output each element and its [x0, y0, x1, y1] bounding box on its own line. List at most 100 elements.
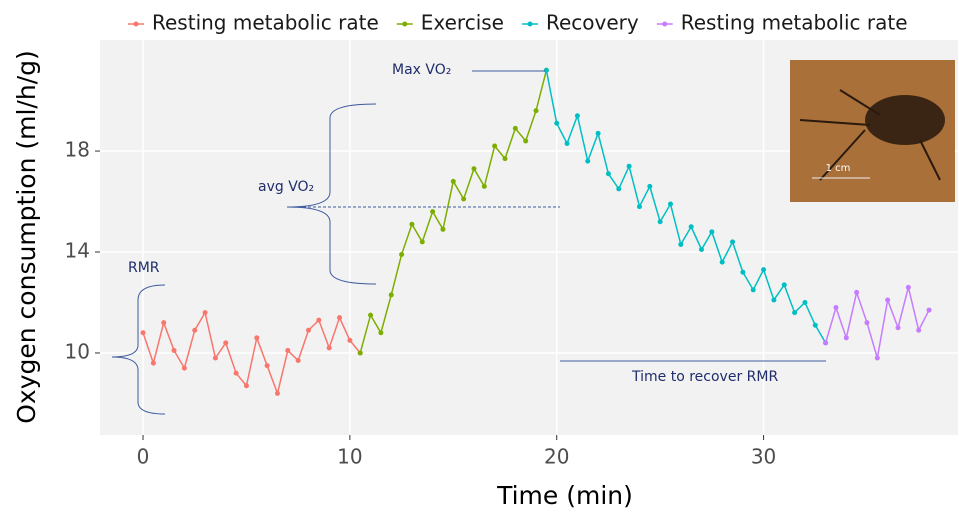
data-point	[285, 347, 291, 353]
data-point	[368, 312, 374, 318]
data-point	[181, 365, 187, 371]
data-point	[295, 358, 301, 364]
data-point	[150, 360, 156, 366]
data-point	[636, 204, 642, 210]
data-point	[699, 246, 705, 252]
data-point	[399, 252, 405, 258]
x-axis-title: Time (min)	[496, 481, 633, 510]
data-point	[792, 310, 798, 316]
data-point	[574, 113, 580, 119]
legend-label: Resting metabolic rate	[681, 11, 908, 35]
data-point	[388, 292, 394, 298]
data-point	[233, 370, 239, 376]
annotation: Time to recover RMR	[631, 369, 778, 385]
data-point	[171, 347, 177, 353]
y-tick-label: 14	[65, 239, 90, 263]
x-tick-label: 30	[751, 445, 776, 469]
x-tick-label: 20	[544, 445, 569, 469]
data-point	[243, 383, 249, 389]
data-point	[771, 297, 777, 303]
data-point	[761, 267, 767, 273]
x-tick-label: 0	[137, 445, 150, 469]
data-point	[192, 327, 198, 333]
data-point	[730, 239, 736, 245]
annotation: avg VO₂	[258, 179, 314, 195]
annotation-shapes	[111, 70, 826, 415]
data-point	[440, 226, 446, 232]
data-point	[926, 307, 932, 313]
data-point	[161, 320, 167, 326]
data-point	[140, 330, 146, 336]
data-point	[212, 355, 218, 361]
data-point	[533, 108, 539, 114]
data-point	[916, 327, 922, 333]
data-point	[812, 322, 818, 328]
data-point	[709, 229, 715, 235]
data-point	[378, 330, 384, 336]
data-point	[688, 224, 694, 230]
data-point	[543, 67, 549, 73]
data-point	[554, 120, 560, 126]
y-axis-title: Oxygen consumption (ml/h/g)	[12, 50, 41, 424]
series-line	[545, 70, 827, 344]
data-point	[492, 143, 498, 149]
data-point	[781, 282, 787, 288]
y-tick-label: 10	[65, 339, 90, 363]
scale-label: 1 cm	[826, 163, 851, 174]
data-point	[678, 241, 684, 247]
x-tick-label: 10	[337, 445, 362, 469]
y-tick-label: 18	[65, 138, 90, 162]
data-point	[667, 201, 673, 207]
data-point	[874, 355, 880, 361]
data-point	[843, 335, 849, 341]
data-point	[430, 209, 436, 215]
data-point	[337, 315, 343, 321]
data-point	[512, 125, 518, 131]
data-point	[471, 166, 477, 172]
legend-label: Resting metabolic rate	[152, 11, 379, 35]
data-point	[854, 289, 860, 295]
data-point	[750, 287, 756, 293]
data-point	[481, 183, 487, 189]
legend-label: Recovery	[546, 11, 639, 35]
data-point	[895, 325, 901, 331]
data-point	[254, 335, 260, 341]
data-point	[264, 363, 270, 369]
annotation: RMR	[128, 260, 160, 276]
data-point	[905, 284, 911, 290]
legend-swatch	[133, 21, 139, 27]
data-point	[657, 219, 663, 225]
data-point	[564, 140, 570, 146]
data-point	[306, 327, 312, 333]
data-point	[585, 158, 591, 164]
data-point	[316, 317, 322, 323]
data-point	[802, 299, 808, 305]
data-point	[409, 221, 415, 227]
data-point	[595, 130, 601, 136]
data-point	[616, 186, 622, 192]
data-point	[357, 350, 363, 356]
legend-swatch	[402, 21, 408, 27]
data-point	[626, 163, 632, 169]
data-point	[274, 390, 280, 396]
data-point	[740, 269, 746, 275]
data-point	[502, 156, 508, 162]
data-point	[223, 340, 229, 346]
data-point	[419, 239, 425, 245]
legend-swatch	[527, 21, 533, 27]
data-point	[202, 310, 208, 316]
legend-swatch	[662, 21, 668, 27]
data-point	[823, 340, 829, 346]
data-point	[326, 345, 332, 351]
inset-photo: 1 cm	[790, 60, 955, 202]
data-point	[523, 138, 529, 144]
data-point	[605, 171, 611, 177]
data-point	[864, 320, 870, 326]
data-point	[833, 305, 839, 311]
data-point	[647, 183, 653, 189]
data-point	[347, 337, 353, 343]
legend-label: Exercise	[421, 11, 504, 35]
series-line	[142, 310, 361, 396]
data-point	[719, 259, 725, 265]
